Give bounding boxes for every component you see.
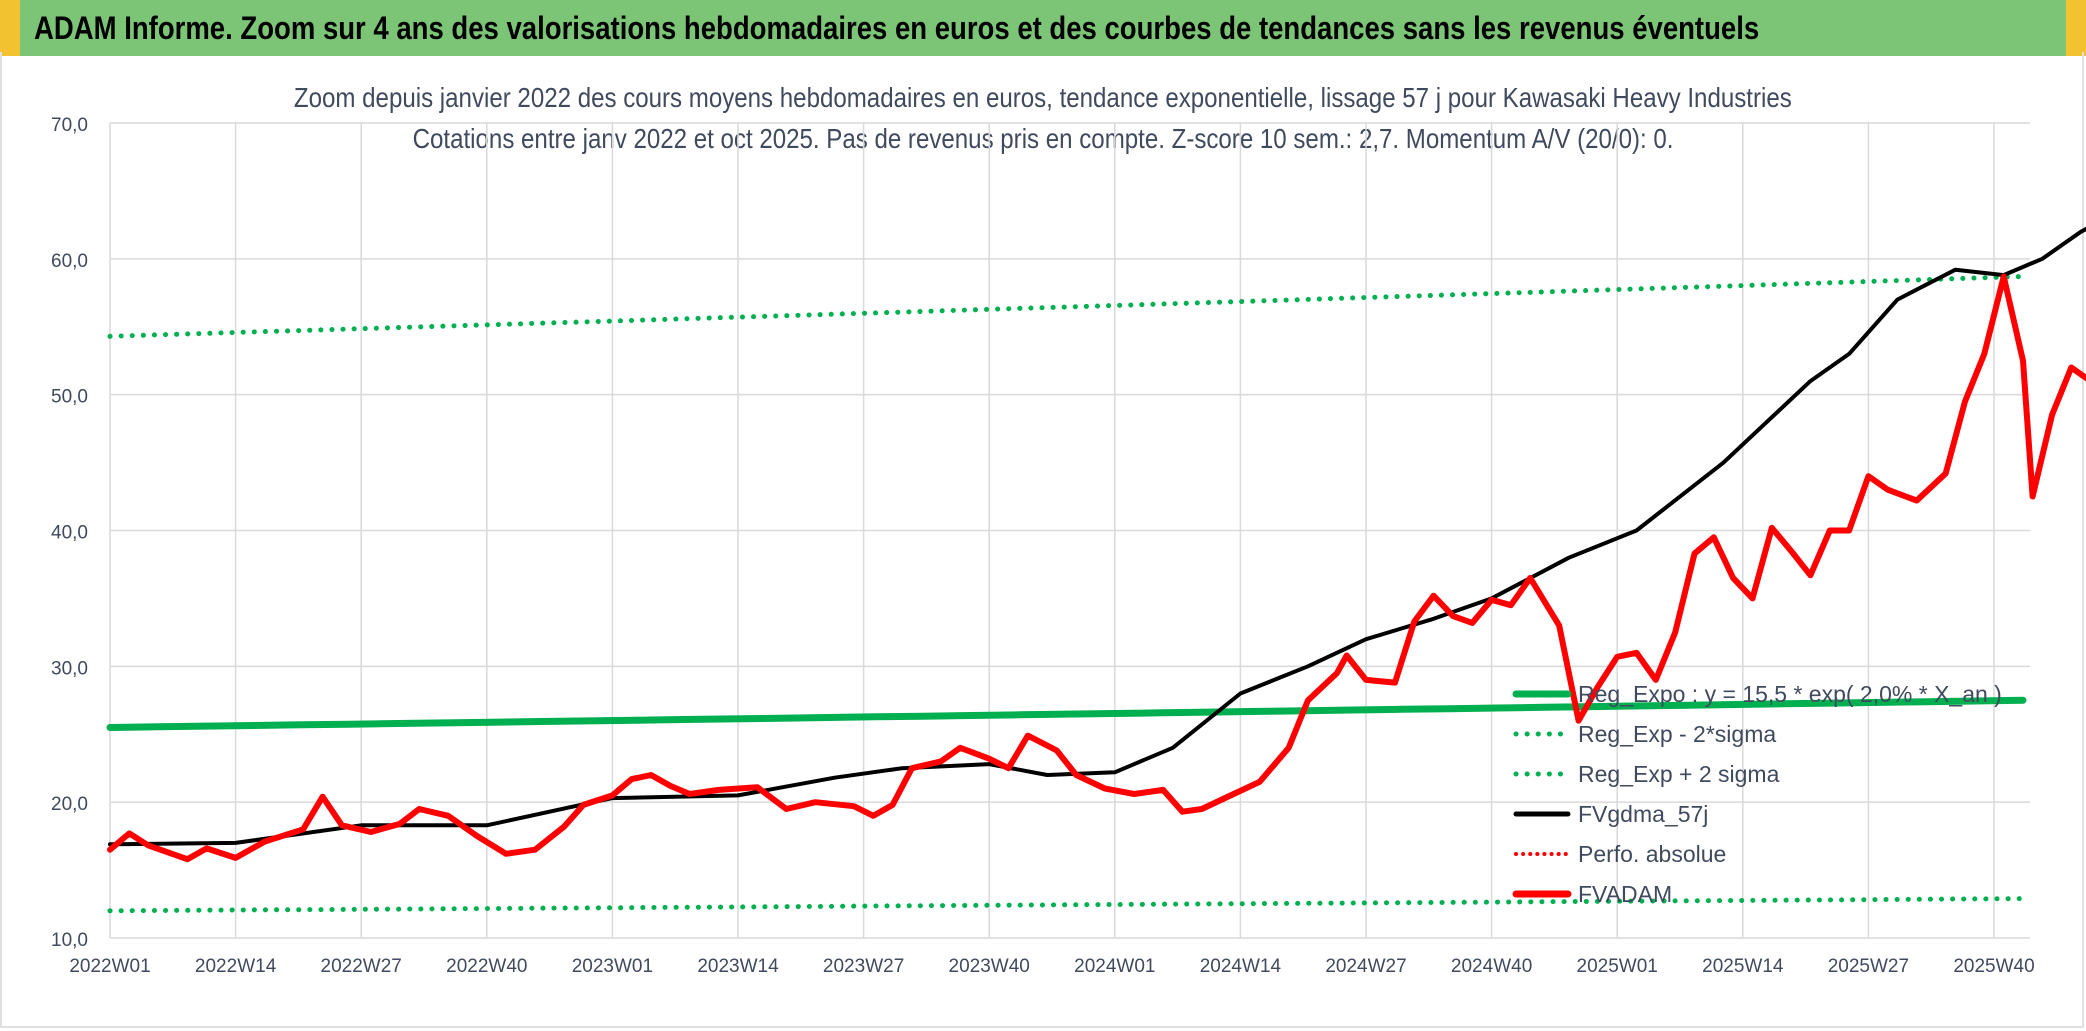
x-tick-label: 2024W14 [1200,956,1282,977]
legend-label: Reg_Expo : y = 15,5 * exp( 2,0% * X_an ) [1578,681,2002,707]
corner-accent-left [0,0,20,56]
x-tick-label: 2025W27 [1828,956,1909,977]
x-tick-label: 2022W01 [69,956,150,977]
corner-accent-right [2066,0,2086,56]
y-tick-label: 30,0 [51,658,88,679]
y-tick-label: 60,0 [51,251,88,272]
x-tick-label: 2025W40 [1953,956,2034,977]
x-tick-label: 2023W40 [949,956,1030,977]
x-tick-label: 2022W27 [321,956,402,977]
series-fvgdma-57j [108,226,2086,847]
series-fvadam [107,273,2086,863]
report-banner: ADAM Informe. Zoom sur 4 ans des valoris… [0,0,2086,56]
y-tick-label: 10,0 [51,930,88,951]
x-tick-label: 2022W14 [195,956,277,977]
legend-label: FVgdma_57j [1578,801,1708,827]
x-tick-label: 2024W27 [1325,956,1406,977]
x-tick-label: 2023W27 [823,956,904,977]
x-tick-label: 2023W01 [572,956,653,977]
y-tick-label: 70,0 [51,115,88,136]
series-reg-exp-minus-2sigma [107,896,2026,914]
x-tick-label: 2022W40 [446,956,527,977]
line-chart: 10,0 20,0 30,0 40,0 50,0 60,0 70,0 2022W01 2022W… [51,115,2086,977]
series-reg-expo [106,696,2027,731]
legend-label: Perfo. absolue [1578,841,1726,867]
y-tick-label: 20,0 [51,794,88,815]
legend-label: Reg_Exp - 2*sigma [1578,721,1776,747]
legend-label: FVADAM [1578,881,1672,907]
chart-subtitle: Cotations entre janv 2022 et oct 2025. P… [0,123,2086,155]
x-tick-label: 2024W40 [1451,956,1532,977]
report-title: ADAM Informe. Zoom sur 4 ans des valoris… [34,10,1760,46]
y-tick-label: 50,0 [51,387,88,408]
x-tick-label: 2024W01 [1074,956,1155,977]
legend-label: Reg_Exp + 2 sigma [1578,761,1780,787]
x-tick-label: 2025W01 [1577,956,1658,977]
chart-subtitle-text: Cotations entre janv 2022 et oct 2025. P… [412,123,1674,154]
x-tick-label: 2023W14 [697,956,779,977]
x-tick-label: 2025W14 [1702,956,1784,977]
chart-frame [0,52,2084,1028]
series-reg-exp-plus-2sigma [107,274,2026,339]
y-tick-label: 40,0 [51,523,88,544]
chart-title-text: Zoom depuis janvier 2022 des cours moyen… [294,82,1792,113]
chart-title: Zoom depuis janvier 2022 des cours moyen… [0,82,2086,114]
